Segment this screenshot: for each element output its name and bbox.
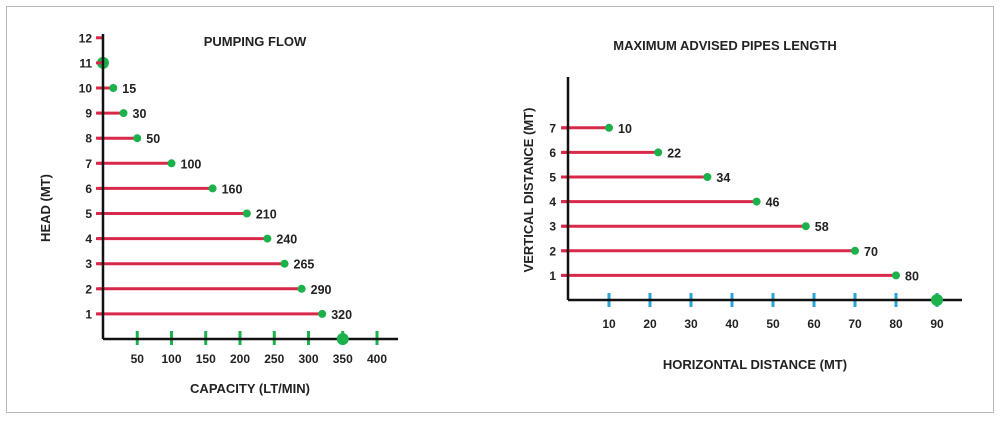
y-tick-label-6: 6 (549, 146, 556, 160)
x-tick-label-100: 100 (161, 352, 181, 366)
y-tick-label-2: 2 (549, 244, 556, 258)
data-label-3: 58 (815, 220, 829, 234)
data-label-1: 80 (905, 269, 919, 283)
data-label-6: 160 (222, 182, 243, 196)
y-tick-label-7: 7 (549, 121, 556, 135)
x-tick-label-30: 30 (684, 317, 698, 331)
y-tick-label-4: 4 (549, 195, 556, 209)
x-tick-label-350: 350 (333, 352, 353, 366)
axis-marker-350 (336, 333, 349, 345)
x-tick-label-150: 150 (196, 352, 216, 366)
capacity-axis-label: CAPACITY (LT/MIN) (190, 381, 310, 396)
vertical-distance-axis-label: VERTICAL DISTANCE (MT) (521, 108, 536, 273)
bar-end-dot-9 (119, 109, 128, 118)
bar-end-dot-1 (318, 309, 327, 318)
y-tick-label-2: 2 (85, 282, 92, 296)
pumping-flow-title: PUMPING FLOW (204, 34, 307, 49)
horizontal-distance-axis-label: HORIZONTAL DISTANCE (MT) (663, 357, 847, 372)
x-tick-label-300: 300 (298, 352, 318, 366)
data-label-6: 22 (667, 146, 681, 160)
data-label-5: 210 (256, 208, 277, 222)
data-label-1: 320 (331, 308, 352, 322)
y-tick-label-8: 8 (85, 132, 92, 146)
bar-end-dot-4 (263, 234, 272, 243)
y-tick-label-9: 9 (85, 107, 92, 121)
bar-end-dot-2 (851, 246, 859, 255)
bar-end-dot-1 (892, 271, 900, 280)
bar-end-dot-3 (801, 222, 810, 231)
y-tick-label-3: 3 (85, 257, 92, 271)
bar-end-dot-5 (703, 173, 712, 181)
figure-frame (6, 6, 994, 413)
bar-end-dot-6 (208, 184, 217, 193)
x-tick-label-50: 50 (766, 317, 780, 331)
bar-end-dot-6 (654, 148, 663, 157)
data-label-7: 100 (181, 157, 202, 171)
bar-end-dot-2 (297, 284, 306, 293)
y-tick-label-5: 5 (549, 171, 556, 185)
bar-end-dot-5 (242, 209, 251, 218)
data-label-3: 265 (294, 258, 315, 272)
x-tick-label-90: 90 (930, 317, 944, 331)
x-tick-label-400: 400 (367, 352, 387, 366)
data-label-9: 30 (133, 107, 147, 121)
bar-end-dot-3 (280, 259, 289, 268)
x-tick-label-200: 200 (230, 352, 250, 366)
bar-end-dot-8 (133, 134, 142, 143)
bar-end-dot-7 (167, 159, 176, 168)
x-tick-label-70: 70 (848, 317, 862, 331)
x-tick-label-250: 250 (264, 352, 284, 366)
data-label-4: 240 (276, 233, 297, 247)
bar-end-dot-4 (752, 197, 761, 206)
y-tick-label-1: 1 (549, 269, 556, 283)
y-tick-label-5: 5 (85, 207, 92, 221)
data-label-4: 46 (766, 196, 780, 210)
x-tick-label-80: 80 (889, 317, 903, 331)
y-tick-label-11: 11 (79, 56, 92, 70)
bar-end-dot-7 (605, 123, 613, 132)
x-tick-label-20: 20 (643, 317, 657, 331)
pipes-length-chart: MAXIMUM ADVISED PIPES LENGTH HORIZONTAL … (521, 38, 962, 372)
bar-end-dot-10 (109, 84, 118, 92)
head-axis-label: HEAD (MT) (38, 174, 53, 242)
data-label-2: 290 (311, 283, 332, 297)
data-label-5: 34 (716, 171, 730, 185)
y-tick-label-10: 10 (79, 82, 93, 96)
x-tick-label-10: 10 (602, 317, 616, 331)
y-tick-label-6: 6 (85, 182, 92, 196)
data-label-8: 50 (146, 132, 160, 146)
data-label-10: 15 (122, 82, 136, 96)
y-tick-label-3: 3 (549, 220, 556, 234)
x-tick-label-60: 60 (807, 317, 821, 331)
x-tick-label-40: 40 (725, 317, 739, 331)
data-label-2: 70 (864, 245, 878, 259)
pumping-flow-chart: PUMPING FLOW CAPACITY (LT/MIN) HEAD (MT)… (38, 31, 398, 396)
x-tick-label-50: 50 (131, 352, 145, 366)
y-tick-label-12: 12 (79, 31, 93, 45)
y-tick-label-7: 7 (85, 157, 92, 171)
data-label-7: 10 (618, 122, 632, 136)
pipes-length-title: MAXIMUM ADVISED PIPES LENGTH (613, 38, 836, 53)
y-tick-label-1: 1 (85, 307, 92, 321)
axis-marker-90 (931, 294, 943, 306)
y-tick-label-4: 4 (85, 232, 92, 246)
